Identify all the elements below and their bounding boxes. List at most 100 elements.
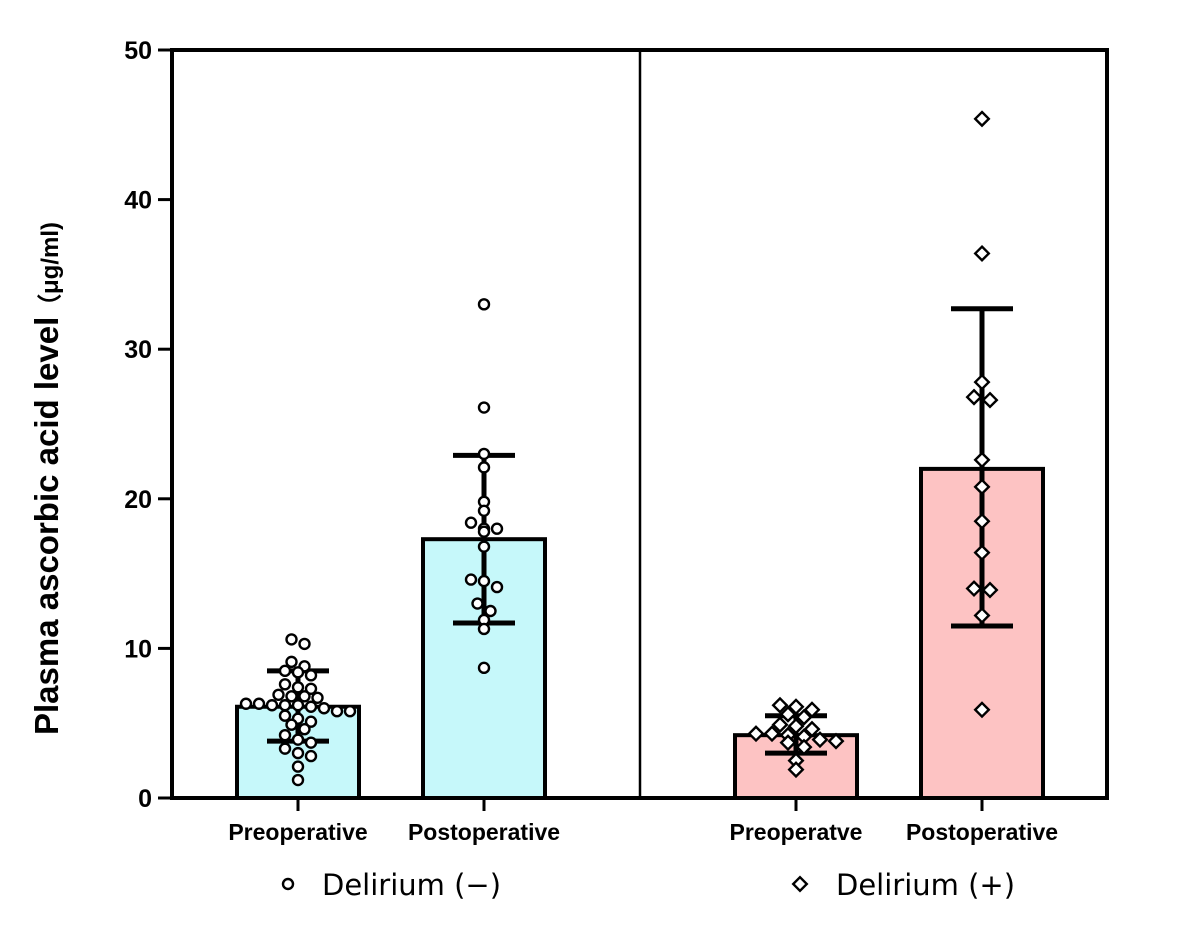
data-point bbox=[973, 451, 991, 469]
data-point bbox=[973, 512, 991, 530]
data-point bbox=[477, 461, 491, 474]
bar-delirium-pos-postoperative bbox=[919, 466, 1045, 800]
data-point bbox=[477, 298, 491, 311]
data-point bbox=[973, 244, 991, 262]
y-tick-label: 50 bbox=[124, 37, 152, 65]
data-point bbox=[477, 401, 491, 414]
data-point bbox=[484, 604, 497, 618]
data-point bbox=[278, 728, 292, 742]
data-point bbox=[477, 622, 491, 636]
data-point bbox=[477, 540, 491, 553]
data-point bbox=[803, 720, 821, 738]
data-point bbox=[973, 701, 991, 719]
data-point bbox=[317, 702, 331, 715]
data-point bbox=[291, 681, 305, 694]
data-point bbox=[477, 447, 491, 461]
data-point bbox=[981, 391, 999, 409]
data-point bbox=[471, 597, 484, 610]
data-point bbox=[827, 732, 845, 750]
y-tick-label: 10 bbox=[124, 635, 152, 663]
data-point bbox=[803, 701, 821, 719]
data-point bbox=[477, 661, 491, 675]
data-point bbox=[771, 696, 789, 714]
data-point bbox=[490, 580, 504, 594]
data-point bbox=[285, 718, 298, 731]
data-point bbox=[330, 705, 344, 718]
data-point bbox=[304, 715, 318, 728]
y-tick-label: 40 bbox=[124, 187, 152, 215]
data-point bbox=[278, 709, 292, 722]
data-point bbox=[304, 736, 318, 749]
data-point bbox=[747, 725, 765, 743]
data-point bbox=[981, 581, 999, 599]
category-label: Postoperative bbox=[408, 819, 560, 845]
data-point bbox=[771, 716, 789, 734]
data-point bbox=[763, 725, 781, 743]
data-point bbox=[477, 504, 491, 517]
data-point bbox=[291, 760, 305, 773]
legend-marker bbox=[791, 875, 809, 893]
data-point bbox=[464, 516, 478, 529]
data-point bbox=[265, 699, 279, 712]
y-tick-label: 0 bbox=[138, 785, 152, 813]
data-point bbox=[291, 733, 305, 746]
data-point bbox=[291, 699, 305, 712]
data-point bbox=[252, 697, 266, 710]
data-point bbox=[285, 655, 298, 669]
legend-label: Delirium (+) bbox=[836, 868, 1015, 902]
data-point bbox=[795, 738, 813, 756]
data-point bbox=[973, 373, 991, 391]
data-point bbox=[490, 522, 504, 535]
data-point bbox=[787, 698, 805, 716]
data-point bbox=[973, 544, 991, 562]
data-point bbox=[278, 699, 292, 712]
data-point bbox=[298, 690, 311, 703]
data-point bbox=[811, 731, 829, 749]
plot-frame bbox=[170, 48, 1109, 800]
category-label: Postoperative bbox=[906, 819, 1058, 845]
data-point bbox=[787, 761, 805, 779]
data-point bbox=[304, 700, 318, 713]
data-point bbox=[304, 669, 318, 682]
y-tick-label: 30 bbox=[124, 336, 152, 364]
category-label: Preoperative bbox=[228, 819, 367, 845]
data-point bbox=[291, 773, 305, 787]
data-point bbox=[239, 697, 253, 710]
data-point bbox=[298, 637, 311, 651]
data-point bbox=[973, 606, 991, 624]
data-point bbox=[779, 705, 797, 723]
y-axis: 0 10 20 30 40 50 bbox=[124, 37, 984, 813]
data-point bbox=[965, 388, 983, 406]
category-label: Preoperatve bbox=[730, 819, 863, 845]
data-point bbox=[787, 717, 805, 735]
points-layer bbox=[239, 110, 999, 787]
data-point bbox=[304, 749, 318, 763]
data-point bbox=[278, 678, 292, 691]
data-point bbox=[285, 690, 298, 703]
data-point bbox=[477, 525, 491, 538]
legend-label: Delirium (−) bbox=[322, 868, 501, 902]
y-tick-label: 20 bbox=[124, 486, 152, 514]
data-point bbox=[291, 746, 305, 760]
data-point bbox=[311, 691, 324, 704]
data-point bbox=[285, 633, 298, 646]
data-point bbox=[464, 573, 478, 586]
data-point bbox=[795, 708, 813, 726]
data-point bbox=[304, 682, 318, 695]
data-point bbox=[343, 705, 357, 718]
data-point bbox=[272, 688, 285, 701]
data-point bbox=[278, 664, 292, 678]
data-point bbox=[278, 742, 292, 755]
data-point bbox=[298, 722, 311, 736]
legend-marker bbox=[281, 877, 295, 891]
legend: Delirium (−) Delirium (+) bbox=[281, 868, 1015, 902]
data-point bbox=[291, 666, 305, 679]
y-axis-unit: （μg/ml) bbox=[37, 222, 64, 318]
data-point bbox=[477, 574, 491, 588]
data-point bbox=[973, 110, 991, 128]
y-axis-title: Plasma ascorbic acid level bbox=[28, 317, 65, 735]
data-point bbox=[965, 580, 983, 598]
data-point bbox=[779, 734, 797, 752]
data-point bbox=[973, 478, 991, 496]
